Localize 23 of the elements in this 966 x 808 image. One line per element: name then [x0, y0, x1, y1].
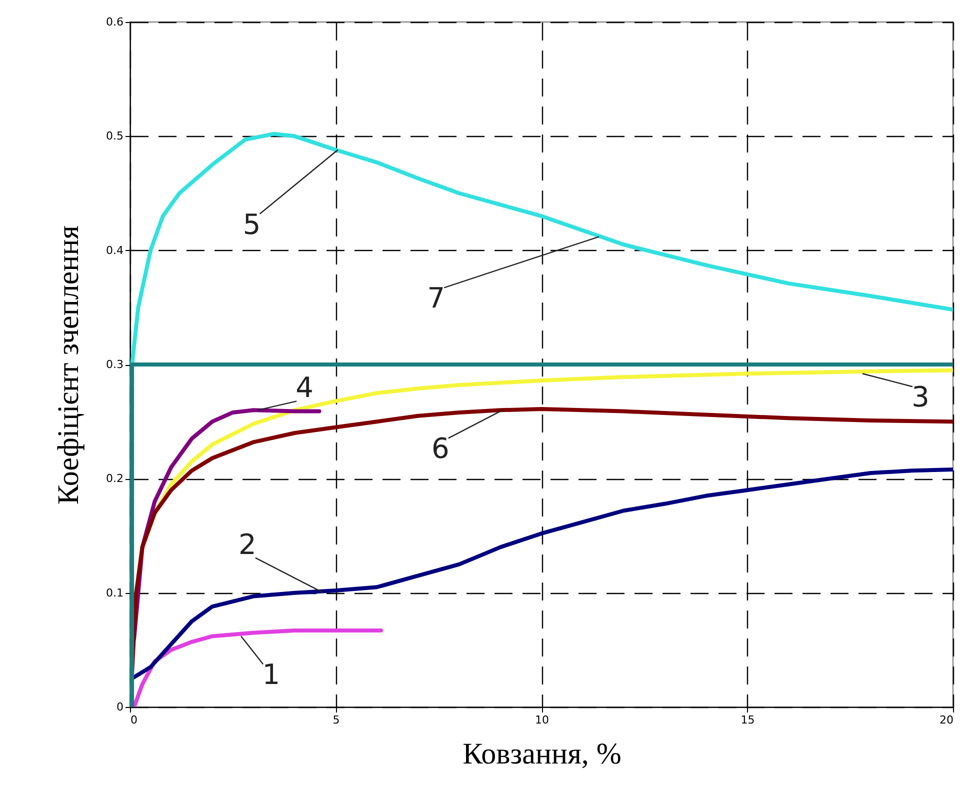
y-tick-label: 0.6 [106, 16, 124, 28]
annotation: 5 [242, 208, 261, 241]
annotation: 4 [296, 371, 314, 404]
y-tick-label: 0.2 [106, 472, 124, 486]
x-tick-label: 10 [535, 714, 549, 726]
annotation: 1 [262, 658, 280, 692]
y-tick-label: 0.3 [106, 358, 124, 371]
x-tick-label: 20 [940, 714, 954, 726]
line-series [130, 132, 953, 366]
line-series [132, 628, 384, 707]
x-axis-title: Ковзання, % [462, 738, 622, 770]
y-tick-label: 0.1 [106, 586, 124, 600]
x-tick-label: 15 [740, 714, 755, 726]
annotation: 6 [431, 432, 450, 466]
y-tick-label: 0.5 [106, 130, 124, 143]
y-axis-title: Коефіцієнт зчеплення [52, 225, 86, 505]
x-tick-label: 5 [332, 714, 340, 726]
y-tick-label: 0 [116, 700, 124, 714]
y-tick-label: 0.4 [106, 244, 124, 257]
annotation: 7 [427, 282, 446, 315]
annotation: 3 [912, 380, 930, 414]
annotation: 2 [238, 528, 256, 561]
x-tick-label: 0 [130, 714, 138, 726]
